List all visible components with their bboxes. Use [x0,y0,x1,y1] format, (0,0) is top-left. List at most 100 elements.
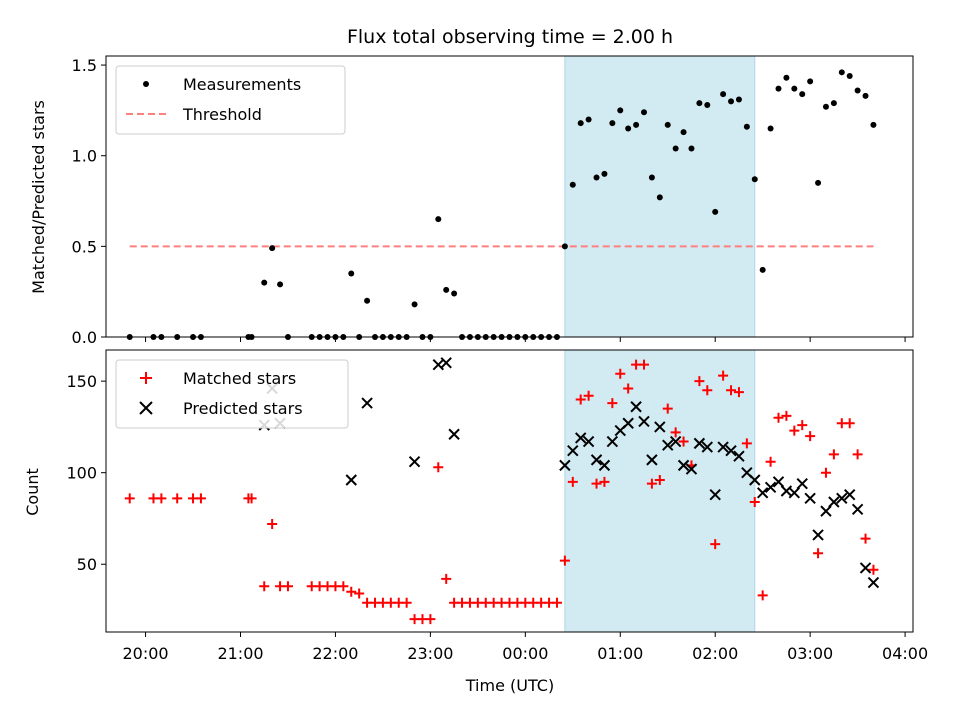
data-point [569,181,576,188]
data-point [741,438,752,449]
data-point [749,474,761,486]
legend-label: Matched stars [183,369,296,388]
data-point [693,437,706,450]
data-point [615,368,626,379]
data-point [820,505,832,517]
data-point [765,456,776,467]
data-point [844,418,855,429]
data-point [654,421,666,433]
x-tick-label: 23:00 [407,644,453,663]
legend-marker [139,401,153,415]
series-matched-stars [124,359,879,625]
x-tick-label: 22:00 [312,644,358,663]
x-tick-label: 21:00 [217,644,263,663]
data-point [791,85,798,92]
data-point [662,439,674,451]
data-point [820,467,831,478]
y-tick-label: 0.0 [72,328,97,347]
data-point [678,436,689,447]
data-point [630,401,642,413]
y-tick-label: 100 [66,464,97,483]
data-point [804,492,816,505]
data-point [702,385,713,396]
data-point [633,121,640,128]
data-point [623,383,634,394]
data-point [448,428,460,440]
data-point [654,475,665,486]
data-point [124,493,135,504]
data-point [749,496,760,507]
data-point [345,474,357,486]
data-point [725,445,737,457]
legend-label: Measurements [183,75,301,94]
x-tick-label: 20:00 [123,644,169,663]
data-point [364,297,371,304]
data-point [680,129,687,136]
y-tick-label: 1.5 [72,56,97,75]
x-tick-label: 04:00 [882,644,928,663]
y-tick-label: 1.0 [72,147,97,166]
data-point [338,581,349,592]
data-point [156,493,167,504]
data-point [361,397,373,409]
data-point [733,450,745,462]
data-point [862,92,869,99]
data-point [598,459,611,472]
legend-marker [143,81,149,87]
x-tick-label: 03:00 [787,644,833,663]
data-point [590,454,603,466]
data-point [435,216,442,223]
data-point [267,518,278,529]
data-point [807,78,814,85]
data-point [815,179,822,186]
axes-frame [105,55,914,338]
legend-label: Predicted stars [183,399,303,418]
data-point [718,370,729,381]
y-tick-label: 150 [66,372,97,391]
top-ylabel: Matched/Predicted stars [29,100,48,294]
data-point [601,170,608,177]
data-point [559,555,570,566]
data-point [775,85,782,92]
data-point [720,91,727,98]
chart-title: Flux total observing time = 2.00 h [347,26,673,48]
x-tick-label: 02:00 [692,644,738,663]
data-point [585,116,592,123]
legend-box [115,65,346,135]
data-point [346,586,357,597]
data-point [567,476,578,487]
data-point [728,98,735,105]
data-point [677,459,690,472]
data-point [664,121,671,128]
data-point [433,462,444,473]
data-point [648,174,655,181]
data-point [411,301,418,308]
data-point [617,107,624,114]
data-point [688,145,695,152]
data-point [846,72,853,79]
data-point [451,290,458,297]
x-tick-label: 01:00 [597,644,643,663]
data-point [567,445,579,457]
observing-window-span [564,349,756,633]
data-point [639,359,649,370]
data-point [694,376,705,387]
legend: Matched stars Predicted stars [115,359,349,429]
data-point [812,529,824,541]
data-point [662,403,673,414]
data-point [830,100,837,107]
data-point [685,463,698,475]
xlabel: Time (UTC) [465,676,554,695]
bottom-plot: 50 100 150 20:00 21:00 22:00 23:00 00:00 01:00 02… [66,349,928,663]
data-point [710,539,721,550]
data-point [822,103,829,110]
data-point [836,492,848,505]
data-point [733,387,744,398]
data-point [259,581,270,592]
data-point [246,493,257,504]
axes-frame [105,349,914,633]
data-point [577,120,584,127]
y-tick-label: 50 [77,555,97,574]
data-point [867,576,880,589]
